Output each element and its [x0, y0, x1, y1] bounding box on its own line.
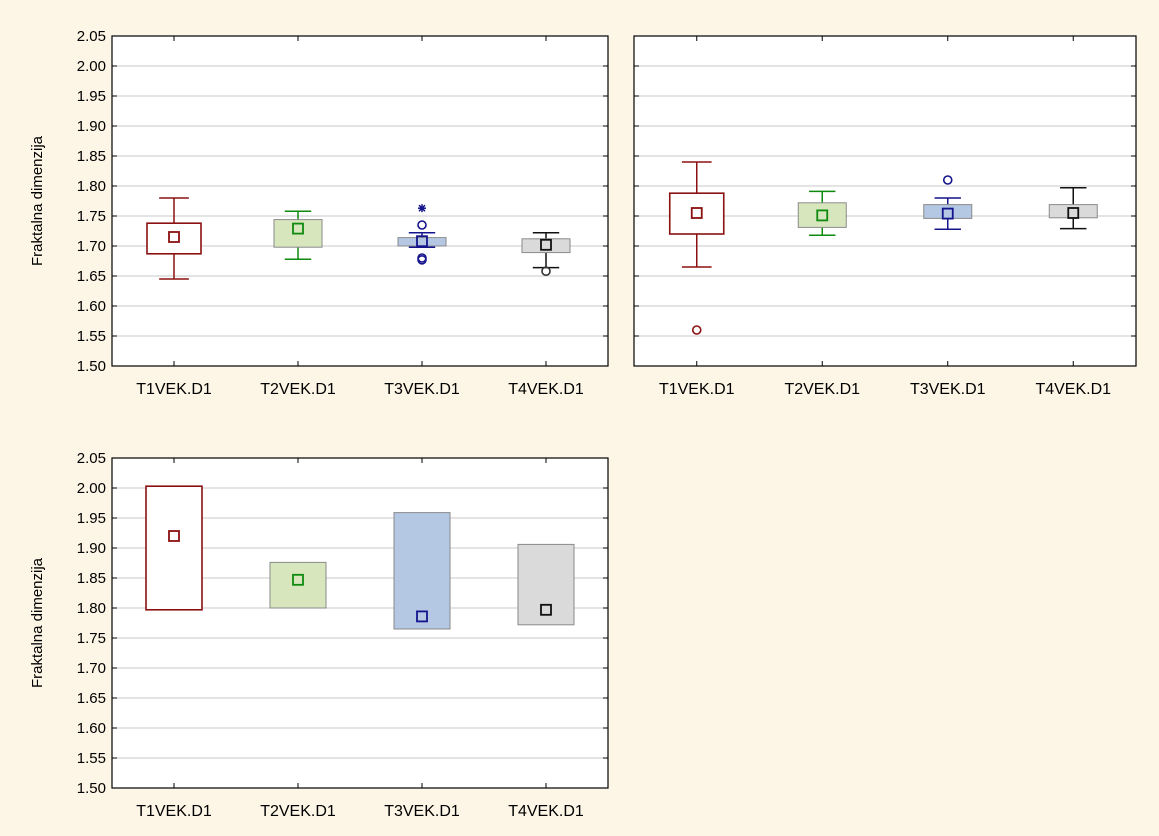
median-marker — [416, 610, 428, 623]
x-category-label: T4VEK.D1 — [508, 803, 584, 820]
y-axis-label: Fraktalna dimenzija — [29, 557, 46, 688]
y-tick-label: 1.75 — [77, 208, 106, 225]
x-category-label: T2VEK.D1 — [260, 803, 336, 820]
x-category-label: T4VEK.D1 — [508, 381, 584, 398]
outlier-point — [691, 325, 702, 335]
outlier-point — [417, 220, 427, 230]
y-tick-label: 1.95 — [77, 510, 106, 527]
plot-frame — [633, 35, 1137, 367]
y-tick-label: 1.70 — [77, 238, 106, 255]
box-rect — [146, 222, 202, 255]
y-tick-label: 1.50 — [77, 780, 106, 797]
box-rect — [797, 202, 847, 228]
x-category-label: T2VEK.D1 — [784, 381, 860, 398]
y-tick-label: 1.65 — [77, 268, 106, 285]
x-category-label: T1VEK.D1 — [136, 803, 212, 820]
y-tick-label: 1.60 — [77, 720, 106, 737]
median-marker — [168, 231, 180, 243]
median-marker — [941, 207, 954, 220]
outlier-point — [417, 253, 427, 263]
y-axis-label: Fraktalna dimenzija — [29, 135, 46, 266]
y-tick-label: 1.55 — [77, 750, 106, 767]
median-marker — [292, 573, 304, 586]
y-tick-label: 1.90 — [77, 540, 106, 557]
box-rect — [668, 192, 725, 235]
y-tick-label: 1.65 — [77, 690, 106, 707]
median-marker — [1067, 207, 1080, 219]
median-marker — [540, 238, 552, 251]
box-T3VEK.D1 — [393, 512, 451, 630]
x-category-label: T3VEK.D1 — [384, 381, 460, 398]
box-T4VEK.D1 — [521, 232, 571, 277]
median-marker — [168, 530, 180, 542]
x-category-label: T2VEK.D1 — [260, 381, 336, 398]
y-tick-label: 1.85 — [77, 148, 106, 165]
box-T1VEK.D1 — [146, 197, 202, 280]
box-rect — [1048, 204, 1098, 219]
y-tick-label: 1.55 — [77, 328, 106, 345]
box-rect — [393, 512, 451, 630]
box-T2VEK.D1 — [797, 190, 847, 236]
median-marker — [416, 235, 428, 248]
box-T1VEK.D1 — [145, 485, 203, 611]
y-tick-label: 1.50 — [77, 358, 106, 375]
box-T3VEK.D1 — [923, 175, 973, 230]
y-tick-label: 1.80 — [77, 600, 106, 617]
y-tick-label: 1.85 — [77, 570, 106, 587]
box-T4VEK.D1 — [1048, 187, 1098, 230]
y-tick-label: 1.80 — [77, 178, 106, 195]
y-tick-label: 2.00 — [77, 480, 106, 497]
chart-panel-2: T1VEK.D1 T2VEK.D1 T3VEK.D1 T4VEK.D1 — [633, 35, 1137, 398]
y-tick-label: 2.00 — [77, 58, 106, 75]
chart-panel-1: 1.50 1.55 1.60 1.65 1.70 1.75 1.80 1.85 1.90 1.95… — [29, 28, 609, 398]
y-tick-label: 1.90 — [77, 118, 106, 135]
chart-panel-3: 1.50 1.55 1.60 1.65 1.70 1.75 1.80 1.85 1.90 1.95… — [29, 450, 609, 820]
x-category-label: T4VEK.D1 — [1035, 381, 1111, 398]
box-T2VEK.D1 — [269, 561, 327, 609]
x-category-label: T3VEK.D1 — [384, 803, 460, 820]
box-T2VEK.D1 — [273, 210, 323, 260]
box-rect — [517, 543, 575, 626]
plot-frame — [111, 457, 609, 789]
box-T4VEK.D1 — [517, 543, 575, 626]
x-category-label: T1VEK.D1 — [659, 381, 735, 398]
outlier-point — [541, 266, 551, 277]
box-rect — [145, 485, 203, 611]
box-rect — [397, 237, 447, 247]
median-marker — [540, 603, 552, 616]
y-tick-label: 1.70 — [77, 660, 106, 677]
median-marker — [690, 207, 703, 219]
x-category-label: T1VEK.D1 — [136, 381, 212, 398]
box-rect — [521, 238, 571, 254]
y-tick-label: 1.95 — [77, 88, 106, 105]
outlier-point — [942, 175, 953, 185]
median-marker — [816, 209, 829, 222]
median-marker — [292, 222, 304, 235]
y-tick-label: 1.60 — [77, 298, 106, 315]
y-tick-label: 2.05 — [77, 450, 106, 467]
plot-area — [112, 36, 608, 366]
box-T3VEK.D1 — [397, 204, 447, 265]
extreme-point — [418, 204, 426, 212]
box-rect — [923, 204, 973, 219]
plot-frame — [111, 35, 609, 367]
y-tick-label: 1.75 — [77, 630, 106, 647]
x-category-label: T3VEK.D1 — [910, 381, 986, 398]
y-tick-label: 2.05 — [77, 28, 106, 45]
box-T1VEK.D1 — [668, 161, 725, 335]
